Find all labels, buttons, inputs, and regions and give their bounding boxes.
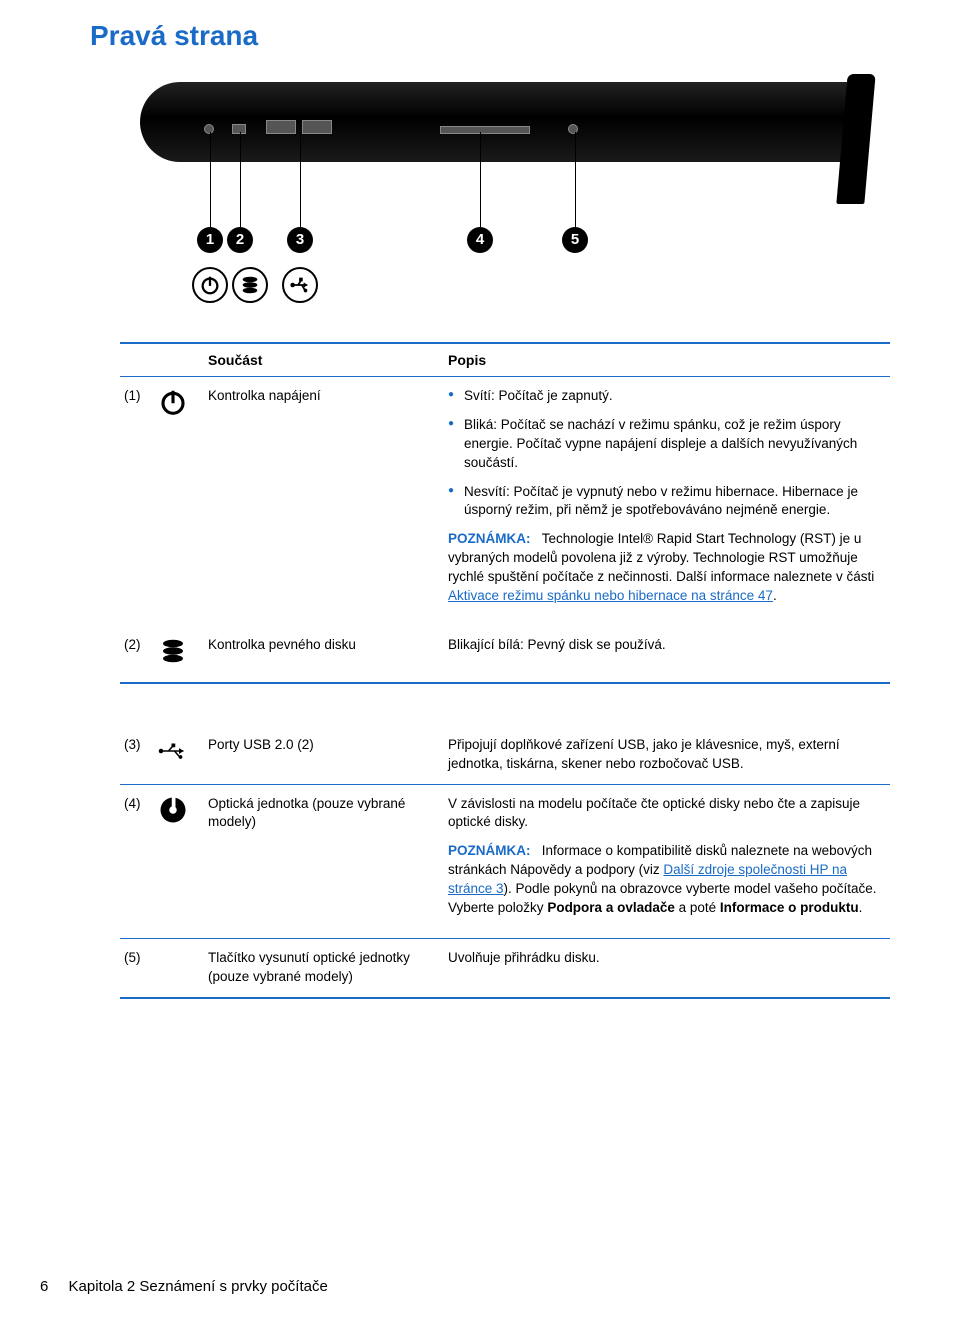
callout-badge-4: 4 [467,227,493,253]
xref-link[interactable]: Aktivace režimu spánku nebo hibernace na… [448,588,773,603]
page-number: 6 [40,1278,48,1295]
usb-icon [154,726,204,784]
table-row: (2) Kontrolka pevného disku Blikající bí… [120,626,890,683]
chapter-title: Kapitola 2 Seznámení s prvky počítače [69,1278,328,1295]
power-icon [192,267,228,303]
optical-drive-icon [154,784,204,938]
component-name: Porty USB 2.0 (2) [204,726,444,784]
note-paragraph: POZNÁMKA: Technologie Intel® Rapid Start… [448,530,886,606]
component-name: Tlačítko vysunutí optické jednotky (pouz… [204,938,444,997]
note-text: a poté [675,900,720,915]
page-title: Pravá strana [90,20,890,52]
row-number: (3) [120,726,154,784]
description-text: Blikající bílá: Pevný disk se používá. [444,626,890,683]
note-label: POZNÁMKA: [448,531,531,546]
row-number: (1) [120,377,154,626]
callout-badge-1: 1 [197,227,223,253]
list-item: Bliká: Počítač se nachází v režimu spánk… [448,416,886,473]
note-text: . [859,900,863,915]
page-footer: 6 Kapitola 2 Seznámení s prvky počítače [40,1278,328,1295]
row-number: (4) [120,784,154,938]
note-end: . [773,588,777,603]
row-number: (2) [120,626,154,683]
callout-badge-5: 5 [562,227,588,253]
laptop-side-figure: 1 2 3 4 5 [120,72,900,332]
usb-icon [282,267,318,303]
note-label: POZNÁMKA: [448,843,531,858]
callout-badge-3: 3 [287,227,313,253]
disk-icon [232,267,268,303]
header-description: Popis [444,343,890,377]
table-row: (4) Optická jednotka (pouze vybrané mode… [120,784,890,938]
disk-icon [154,626,204,683]
table-row: (1) Kontrolka napájení Svítí: Počítač je… [120,377,890,626]
component-name: Kontrolka pevného disku [204,626,444,683]
description-text: Připojují doplňkové zařízení USB, jako j… [444,726,890,784]
note-paragraph: POZNÁMKA: Informace o kompatibilitě disk… [448,842,886,918]
components-table: Součást Popis (1) Kontrolka napájení Sví… [120,342,890,999]
bold-text: Informace o produktu [720,900,859,915]
component-name: Kontrolka napájení [204,377,444,626]
spacer-row [120,683,890,726]
callout-badge-2: 2 [227,227,253,253]
list-item: Nesvítí: Počítač je vypnutý nebo v režim… [448,483,886,521]
list-item: Svítí: Počítač je zapnutý. [448,387,886,406]
table-row: (5) Tlačítko vysunutí optické jednotky (… [120,938,890,997]
row-number: (5) [120,938,154,997]
table-row: (3) Porty USB 2.0 (2) Připojují doplňkov… [120,726,890,784]
description-text: Uvolňuje přihrádku disku. [444,938,890,997]
header-component: Součást [204,343,444,377]
component-name: Optická jednotka (pouze vybrané modely) [204,784,444,938]
bold-text: Podpora a ovladače [547,900,675,915]
description-text: V závislosti na modelu počítače čte opti… [448,795,886,833]
power-icon [154,377,204,626]
status-list: Svítí: Počítač je zapnutý. Bliká: Počíta… [448,387,886,520]
